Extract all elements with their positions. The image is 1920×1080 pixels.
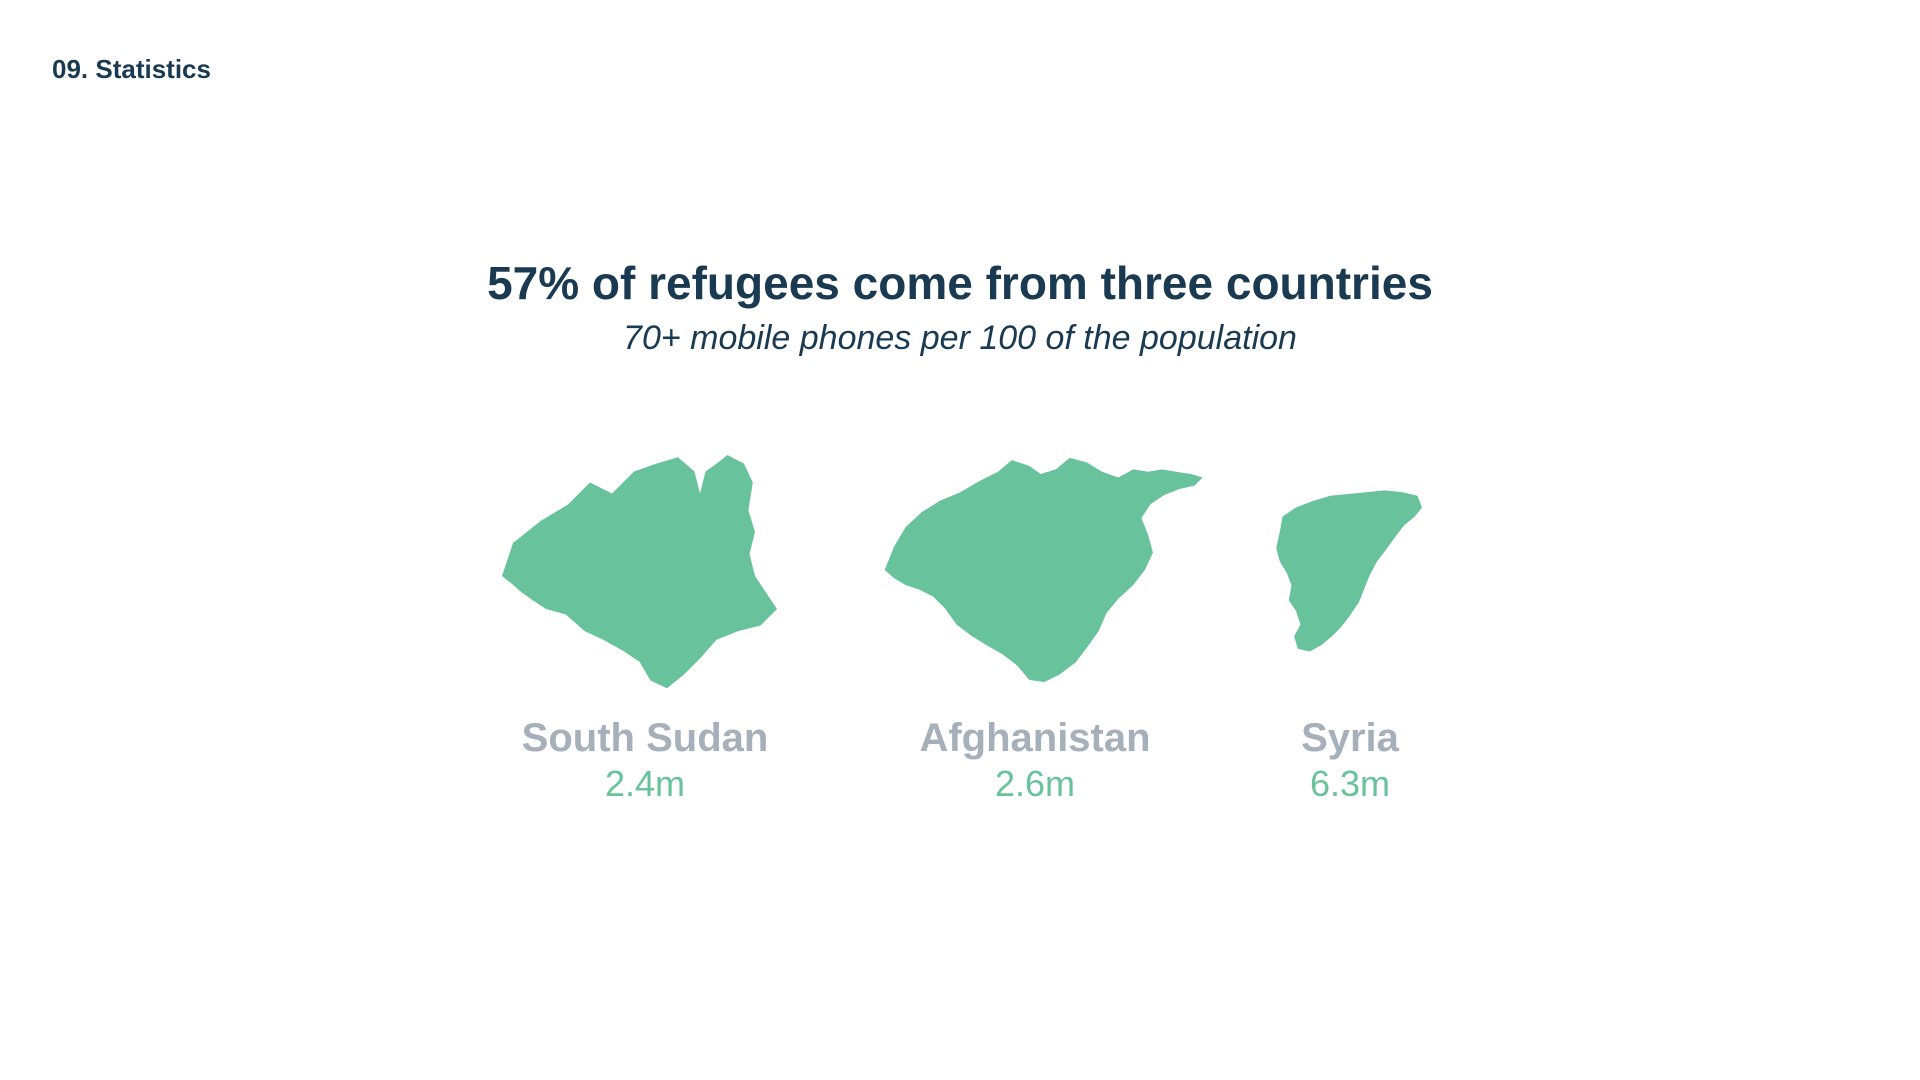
headline-title: 57% of refugees come from three countrie… [0, 256, 1920, 311]
headline-block: 57% of refugees come from three countrie… [0, 256, 1920, 358]
afghanistan-shape-icon [850, 437, 1220, 703]
country-value-label: 2.4m [605, 763, 685, 805]
south-sudan-shape-icon [480, 444, 810, 697]
country-name-label: South Sudan [522, 716, 769, 761]
syria-shape-icon [1260, 476, 1440, 665]
country-south-sudan: South Sudan 2.4m [480, 430, 810, 805]
country-name-label: Syria [1301, 716, 1399, 761]
headline-subtitle: 70+ mobile phones per 100 of the populat… [0, 319, 1920, 358]
countries-row: South Sudan 2.4m Afghanistan 2.6m Syria … [0, 430, 1920, 805]
map-syria [1260, 430, 1440, 710]
country-value-label: 2.6m [995, 763, 1075, 805]
country-syria: Syria 6.3m [1260, 430, 1440, 805]
map-afghanistan [850, 430, 1220, 710]
map-south-sudan [480, 430, 810, 710]
country-afghanistan: Afghanistan 2.6m [850, 430, 1220, 805]
country-value-label: 6.3m [1310, 763, 1390, 805]
country-name-label: Afghanistan [919, 716, 1150, 761]
page-section-label: 09. Statistics [52, 54, 211, 85]
